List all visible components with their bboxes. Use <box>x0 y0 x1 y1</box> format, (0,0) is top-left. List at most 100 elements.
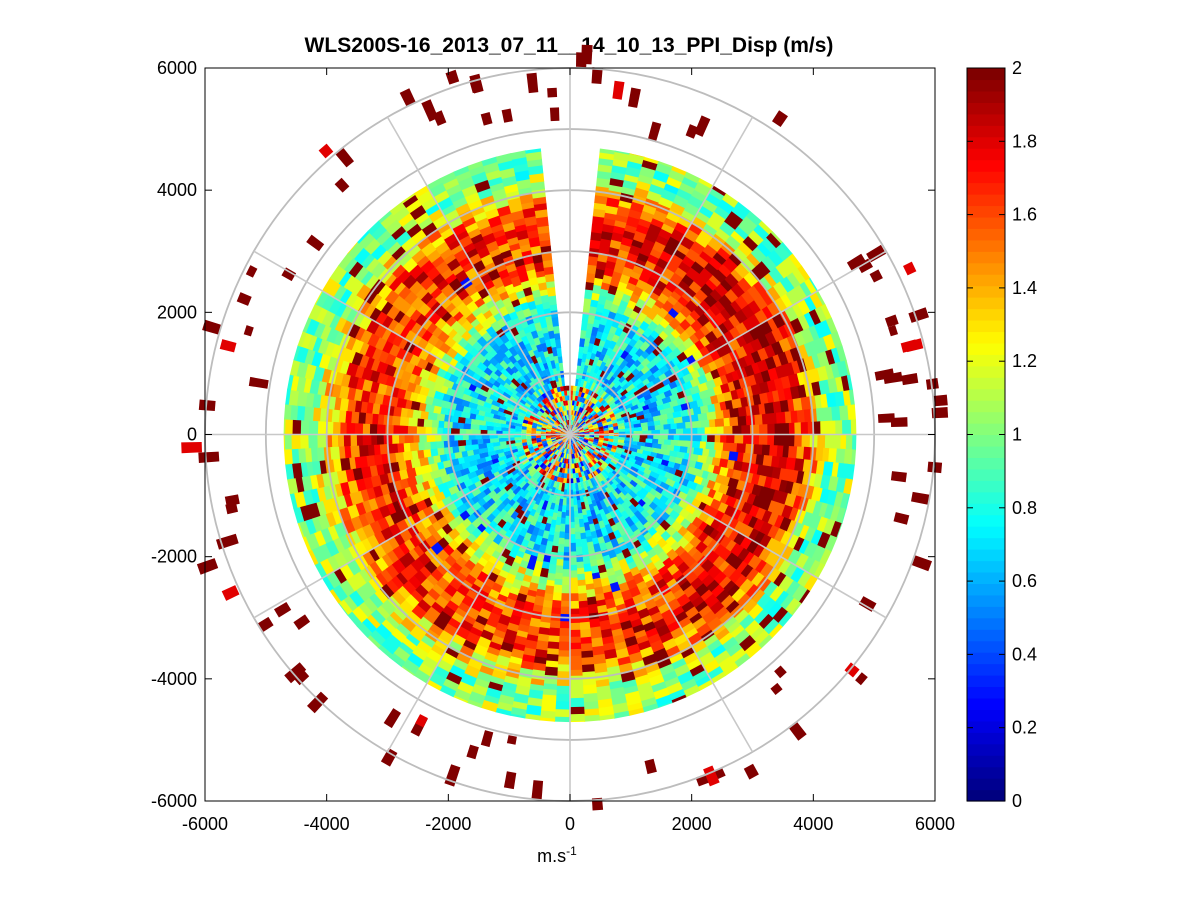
ppi-cell <box>446 565 459 579</box>
ppi-cell <box>565 448 568 454</box>
ppi-cell <box>488 393 499 402</box>
ppi-cell <box>398 434 405 444</box>
ppi-cell <box>672 410 682 419</box>
ppi-cell <box>594 593 605 602</box>
ppi-cell <box>503 409 513 416</box>
ppi-cell <box>604 467 611 474</box>
ppi-cell <box>430 643 446 657</box>
ppi-cell <box>526 453 533 459</box>
ppi-cell <box>665 645 682 660</box>
ppi-cell <box>575 416 578 422</box>
ppi-cell <box>612 491 621 500</box>
ppi-cell <box>645 491 656 502</box>
ppi-cell <box>379 568 393 583</box>
ppi-cell <box>630 416 638 422</box>
ppi-cell <box>559 621 570 629</box>
ppi-cell <box>780 293 794 310</box>
ppi-cell <box>761 510 773 524</box>
ppi-cell <box>400 425 409 435</box>
ppi-cell <box>449 595 462 607</box>
ppi-cell <box>787 446 798 459</box>
ppi-cell <box>515 592 528 603</box>
ppi-cell <box>695 233 711 249</box>
ppi-cell <box>365 257 380 273</box>
ppi-cell <box>354 490 364 504</box>
ppi-cell <box>319 394 329 409</box>
ppi-cell <box>538 576 548 585</box>
ppi-cell <box>742 342 756 356</box>
ppi-cell <box>404 305 417 318</box>
ppi-cell <box>467 691 486 705</box>
ppi-cell <box>547 635 560 643</box>
ppi-cell <box>639 453 649 460</box>
ppi-cell <box>687 591 701 604</box>
ppi-cell <box>601 515 610 527</box>
ppi-cell <box>436 447 445 456</box>
colorbar-level <box>967 193 1005 207</box>
ppi-cell <box>547 363 554 373</box>
ppi-cell <box>552 367 558 376</box>
ppi-cell <box>616 281 628 293</box>
ppi-cell <box>360 465 372 479</box>
ppi-cell <box>523 255 535 265</box>
ppi-cell <box>569 691 584 699</box>
ppi-cell <box>472 643 489 658</box>
ppi-cell <box>631 441 638 446</box>
ppi-cell <box>632 434 641 439</box>
ppi-sparse-cell <box>772 110 788 127</box>
ppi-cell <box>569 706 585 715</box>
ppi-cell <box>524 361 533 372</box>
ppi-cell <box>663 345 673 355</box>
ppi-cell <box>542 459 549 465</box>
ppi-cell <box>701 610 718 625</box>
ppi-cell <box>496 487 508 498</box>
ppi-cell <box>525 331 534 340</box>
ppi-cell <box>615 356 625 367</box>
ppi-cell <box>734 609 750 625</box>
plot-axes[interactable]: -6000 -4000 -2000 0 2000 4000 6000 -6000-4000-… <box>151 44 955 834</box>
ppi-cell <box>544 478 551 486</box>
ppi-cell <box>443 232 459 246</box>
ppi-cell <box>694 675 712 688</box>
ppi-cell <box>642 478 653 487</box>
ppi-cell <box>632 437 640 442</box>
ppi-cell <box>510 372 520 381</box>
ppi-cell <box>484 207 500 220</box>
ppi-cell <box>803 446 812 461</box>
ppi-cell <box>572 443 575 449</box>
ppi-cell <box>427 455 435 465</box>
ppi-cell <box>695 622 712 638</box>
ppi-cell <box>663 465 672 473</box>
ppi-cell <box>569 600 580 610</box>
ppi-cell <box>785 457 797 471</box>
ppi-cell <box>307 433 318 449</box>
ppi-cell <box>562 569 570 578</box>
ppi-cell <box>380 526 394 542</box>
ppi-cell <box>511 516 522 528</box>
ppi-cell <box>426 322 438 334</box>
ppi-cell <box>714 434 721 443</box>
ppi-cell <box>703 223 718 237</box>
ppi-cell <box>406 222 423 238</box>
ppi-cell <box>417 662 435 678</box>
ppi-cell <box>725 600 740 614</box>
ppi-cell <box>592 208 606 218</box>
ppi-cell <box>436 306 448 319</box>
ppi-cell <box>436 610 452 626</box>
ppi-cell <box>635 635 649 645</box>
ppi-cell <box>520 502 530 513</box>
ppi-cell <box>416 640 432 654</box>
ppi-cell <box>617 611 631 624</box>
ppi-cell <box>415 270 429 285</box>
ppi-cell <box>751 589 766 604</box>
ppi-cell <box>504 413 513 419</box>
ppi-cell <box>576 573 586 581</box>
ppi-cell <box>501 497 511 507</box>
ppi-cell <box>558 641 570 651</box>
ppi-cell <box>761 444 771 457</box>
ppi-cell <box>429 448 439 457</box>
ppi-cell <box>556 456 561 462</box>
ppi-cell <box>355 501 367 516</box>
ppi-cell <box>524 639 538 650</box>
ppi-cell <box>679 235 695 250</box>
